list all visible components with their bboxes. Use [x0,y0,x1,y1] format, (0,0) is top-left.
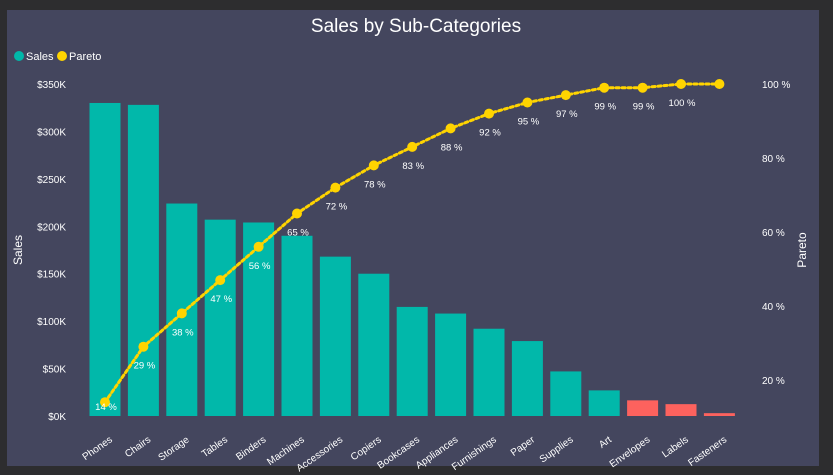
legend-pareto-label: Pareto [69,51,101,63]
y-tick-label: $250K [37,175,66,186]
y2-tick-label: 80 % [762,154,785,165]
y-tick-label: $200K [37,222,66,233]
bar-machines [281,235,313,416]
bar-labels [665,404,697,416]
pareto-point [484,108,494,119]
legend-sales-marker [14,51,24,61]
x-tick-label: Paper [509,434,538,459]
bar-phones [89,102,121,416]
y-tick-label: $350K [37,80,66,91]
pareto-point [407,141,418,152]
pareto-data-label: 47 % [210,294,232,305]
x-tick-label: Bookcases [376,434,422,471]
y-tick-label: $0K [48,412,66,423]
pareto-point [253,241,264,252]
x-tick-label: Binders [234,434,268,462]
x-tick-label: Envelopes [608,434,653,470]
pareto-point [560,90,571,101]
y2-axis-title: Pareto [795,232,809,268]
bar-accessories [319,256,351,416]
pareto-data-label: 95 % [518,117,540,128]
pareto-point [330,182,341,193]
pareto-data-label: 29 % [134,361,156,372]
x-tick-label: Phones [81,434,115,462]
pareto-point [445,123,456,134]
bar-supplies [550,371,582,416]
bar-copiers [358,273,390,416]
bar-envelopes [627,400,659,416]
y2-tick-label: 40 % [762,302,785,313]
pareto-data-label: 100 % [669,98,696,109]
pareto-data-label: 56 % [249,261,271,272]
bar-chairs [127,104,159,417]
x-tick-label: Art [597,434,614,450]
x-tick-label: Fasteners [686,434,729,469]
pareto-data-label: 38 % [172,327,194,338]
pareto-data-label: 88 % [441,142,463,153]
legend-sales-label: Sales [26,51,54,63]
x-tick-label: Tables [200,434,230,460]
pareto-point [176,308,187,319]
y-axis-title: Sales [11,235,25,265]
bar-art [588,390,620,416]
pareto-point [714,79,725,89]
pareto-data-label: 83 % [402,161,424,172]
x-tick-label: Supplies [538,434,576,465]
pareto-data-label: 99 % [633,102,655,113]
pareto-data-label: 97 % [556,109,578,120]
x-tick-label: Labels [660,434,690,460]
pareto-data-label: 14 % [95,402,117,413]
bar-fasteners [703,413,735,416]
pareto-point [100,397,110,408]
pareto-point [215,275,226,286]
y2-tick-label: 60 % [762,228,785,239]
bar-paper [511,341,543,416]
pareto-point [138,341,149,352]
y-tick-label: $100K [37,317,66,328]
pareto-point [599,82,610,93]
x-tick-label: Storage [157,434,192,463]
pareto-data-label: 72 % [326,202,348,213]
bar-furnishings [473,328,505,416]
y-tick-label: $50K [43,365,67,376]
pareto-point [368,160,379,171]
pareto-data-label: 99 % [594,102,616,113]
x-tick-label: Chairs [123,434,153,460]
y2-tick-label: 100 % [762,80,790,91]
bar-tables [204,219,236,416]
y-tick-label: $300K [37,127,66,138]
legend-pareto-marker [57,51,67,61]
y-tick-label: $150K [37,270,66,281]
y2-tick-label: 20 % [762,376,785,387]
chart-title: Sales by Sub-Categories [311,16,521,37]
pareto-point [676,79,686,89]
pareto-data-label: 65 % [287,228,309,239]
bar-appliances [435,313,467,416]
pareto-point [522,97,533,108]
pareto-point [292,208,302,219]
bar-bookcases [396,306,428,416]
pareto-data-label: 92 % [479,128,501,139]
pareto-data-label: 78 % [364,179,386,190]
pareto-point [637,82,648,93]
x-tick-label: Copiers [349,434,384,463]
